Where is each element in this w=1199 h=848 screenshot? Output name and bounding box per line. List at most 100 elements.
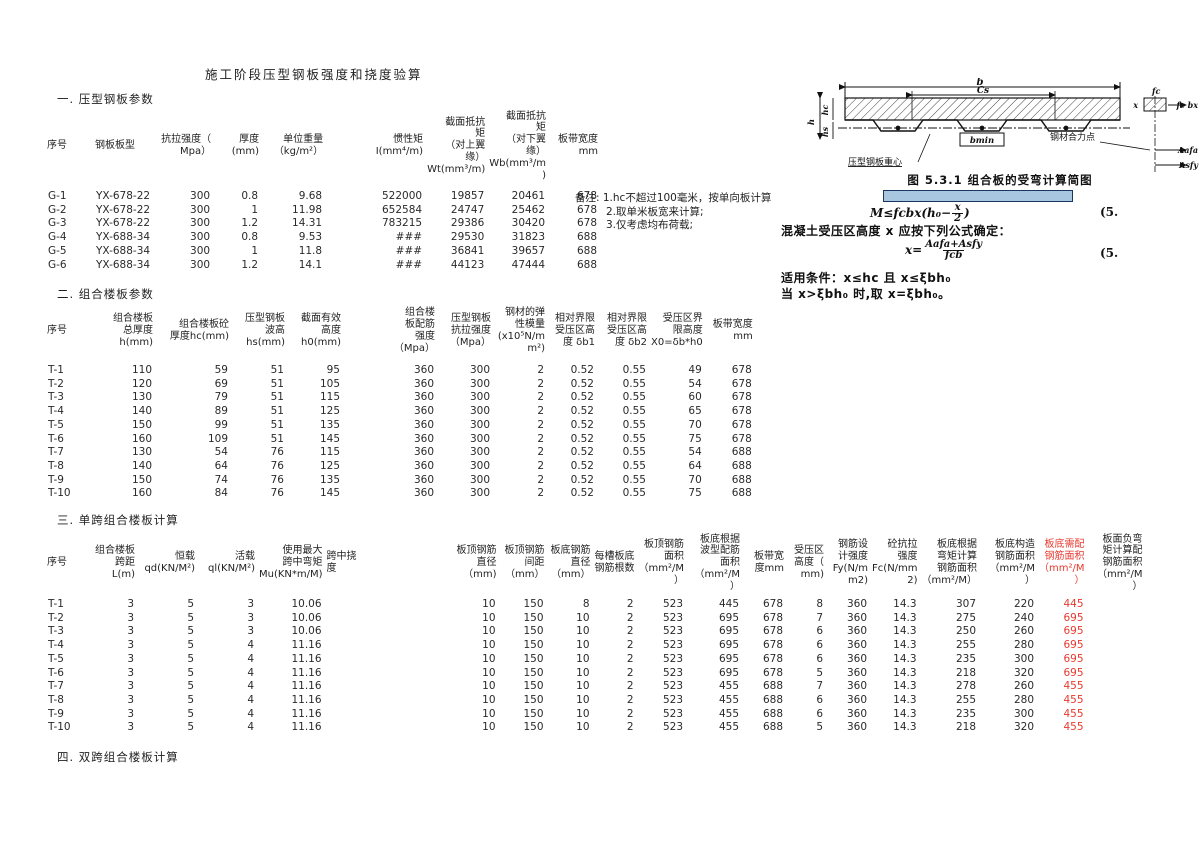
table-cell[interactable]: 0.52 [570,391,594,404]
table-cell[interactable]: G-1 [48,190,67,202]
table-cell[interactable]: 235 [955,652,977,665]
table-cell[interactable]: 5 [187,639,194,652]
table-cell[interactable]: 75 [688,432,702,445]
table-cell[interactable]: 14.31 [292,217,323,230]
table-cell[interactable]: 10 [576,652,590,665]
table-cell[interactable]: 14.3 [893,639,917,652]
table-cell[interactable]: 11.16 [291,639,322,652]
table-cell[interactable]: 688 [763,721,784,734]
table-cell[interactable]: 49 [688,364,702,376]
table-cell[interactable]: 2 [537,446,544,459]
table-cell[interactable]: 76 [270,473,284,486]
table-cell[interactable]: 0.55 [622,459,646,472]
table-cell[interactable]: 455 [719,721,740,734]
table-cell[interactable]: 14.1 [298,258,323,271]
table-cell[interactable]: 455 [1063,707,1084,720]
table-cell[interactable] [325,639,447,653]
table-cell[interactable]: 695 [1063,639,1084,652]
table-cell[interactable]: 300 [190,217,211,230]
table-cell[interactable]: 10 [482,598,496,610]
table-cell[interactable]: 150 [523,652,544,665]
table-cell[interactable]: 47444 [511,258,546,271]
table-cell[interactable]: 300 [469,459,490,472]
table-cell[interactable]: 4 [247,721,254,734]
table-cell[interactable]: 110 [131,364,152,376]
table-cell[interactable]: 2 [537,487,544,500]
table-cell[interactable]: 455 [1063,693,1084,706]
table-cell[interactable]: 300 [469,446,490,459]
table-cell[interactable]: 95 [326,364,340,376]
table-cell[interactable]: 14.3 [893,666,917,679]
table-cell[interactable]: 5 [187,693,194,706]
table-cell[interactable] [325,625,447,639]
table-cell[interactable]: 74 [214,473,228,486]
table-cell[interactable]: 2 [537,459,544,472]
table-cell[interactable]: 10 [576,666,590,679]
table-cell[interactable]: 14.3 [893,721,917,734]
table-cell[interactable]: 8 [816,598,824,610]
table-cell[interactable] [1087,721,1145,735]
table-cell[interactable]: 39657 [511,244,546,257]
table-cell[interactable] [325,667,447,681]
table-cell[interactable]: T-4 [48,405,64,418]
table-cell[interactable]: 695 [1063,666,1084,679]
table-cell[interactable]: 523 [663,693,684,706]
table-cell[interactable]: 300 [469,377,490,390]
table-cell[interactable]: 688 [763,693,784,706]
table-cell[interactable]: 30420 [511,217,546,230]
table-cell[interactable]: 0.55 [622,418,646,431]
table-cell[interactable]: 240 [1013,611,1035,624]
table-cell[interactable]: 455 [719,707,740,720]
table-cell[interactable]: 678 [763,625,784,638]
table-cell[interactable]: 5 [187,625,194,638]
table-cell[interactable]: 0.55 [622,487,646,500]
table-cell[interactable]: T-7 [48,446,64,459]
table-cell[interactable]: 120 [131,377,152,390]
table-cell[interactable]: 695 [1063,652,1084,665]
table-cell[interactable]: 10.06 [291,598,322,610]
table-cell[interactable]: 688 [731,473,752,486]
table-cell[interactable]: ### [395,244,423,257]
table-cell[interactable]: 9.68 [298,190,323,202]
table-cell[interactable]: 0.52 [570,459,594,472]
table-cell[interactable]: 445 [1063,598,1084,610]
table-cell[interactable]: 220 [1013,598,1035,610]
table-cell[interactable]: 360 [847,625,868,638]
table-cell[interactable]: T-5 [48,418,64,431]
table-cell[interactable]: 75 [688,487,702,500]
table-cell[interactable]: 0.55 [622,391,646,404]
table-cell[interactable]: 11.98 [292,203,323,216]
table-cell[interactable]: 3 [127,707,134,720]
table-cell[interactable]: 135 [319,473,340,486]
table-cell[interactable]: G-5 [48,244,67,257]
table-cell[interactable]: 360 [847,652,868,665]
table-cell[interactable]: 70 [688,418,702,431]
table-cell[interactable]: 688 [731,446,752,459]
table-cell[interactable]: 51 [270,391,284,404]
table-cell[interactable]: 51 [270,418,284,431]
table-cell[interactable]: 10.06 [291,611,322,624]
table-cell[interactable]: 89 [214,405,228,418]
table-cell[interactable]: 0.8 [241,231,259,244]
table-cell[interactable]: 300 [190,190,211,202]
table-cell[interactable]: 1.2 [241,217,259,230]
table-cell[interactable]: 688 [763,707,784,720]
table-cell[interactable]: 24747 [450,203,485,216]
table-cell[interactable]: 25462 [511,203,546,216]
table-cell[interactable]: 5 [187,721,194,734]
table-cell[interactable]: 445 [719,598,740,610]
table-cell[interactable]: 678 [763,652,784,665]
table-cell[interactable]: 10 [576,611,590,624]
table-cell[interactable]: YX-688-34 [96,244,151,257]
table-cell[interactable] [325,598,447,612]
table-cell[interactable]: 5 [187,611,194,624]
table-cell[interactable]: 783215 [381,217,423,230]
table-cell[interactable]: 105 [319,377,340,390]
table-cell[interactable]: 360 [847,721,868,734]
table-cell[interactable]: 10 [482,666,496,679]
table-cell[interactable]: 51 [270,364,284,376]
table-cell[interactable]: 320 [1013,666,1035,679]
table-cell[interactable]: 0.52 [570,487,594,500]
table-cell[interactable]: 10 [576,721,590,734]
table-cell[interactable]: 3 [127,693,134,706]
